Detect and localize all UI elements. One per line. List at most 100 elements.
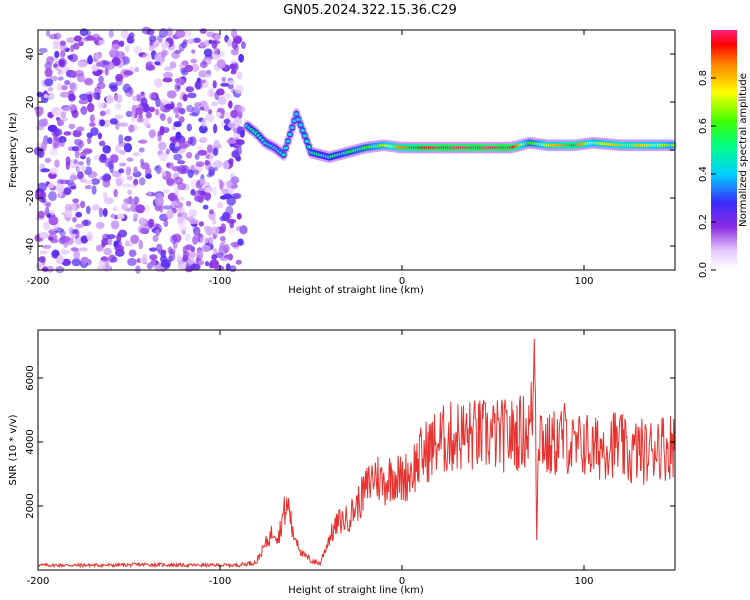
- frequency-ridge: [243, 108, 677, 164]
- noise-speckle: [187, 92, 197, 99]
- noise-speckle: [60, 117, 68, 122]
- noise-speckle: [222, 93, 231, 100]
- noise-speckle: [90, 127, 99, 136]
- noise-speckle: [183, 30, 192, 38]
- noise-speckle: [204, 186, 214, 193]
- noise-speckle: [60, 85, 68, 91]
- noise-speckle: [71, 232, 76, 239]
- noise-speckle: [127, 258, 137, 266]
- noise-speckle: [80, 200, 86, 209]
- noise-speckle: [60, 111, 67, 119]
- noise-speckle: [44, 67, 53, 78]
- noise-speckle: [161, 171, 167, 177]
- ridge-core: [298, 123, 303, 127]
- noise-speckle: [71, 109, 79, 119]
- noise-speckle: [39, 231, 49, 239]
- noise-speckle: [191, 49, 196, 54]
- noise-speckle: [238, 53, 245, 63]
- noise-speckle: [162, 77, 173, 83]
- noise-speckle: [138, 239, 144, 250]
- noise-speckle: [73, 35, 82, 42]
- noise-speckle: [37, 210, 45, 219]
- noise-speckle: [154, 196, 164, 207]
- noise-speckle: [49, 226, 59, 232]
- noise-speckle: [138, 147, 145, 153]
- noise-speckle: [68, 93, 76, 102]
- noise-speckle: [162, 188, 170, 194]
- noise-speckle: [133, 213, 139, 220]
- y-tick-label: 0: [25, 147, 36, 153]
- noise-speckle: [215, 112, 222, 117]
- noise-speckle: [185, 86, 195, 93]
- noise-speckle: [202, 73, 212, 78]
- noise-speckle: [176, 102, 183, 109]
- noise-speckle: [75, 223, 84, 229]
- noise-speckle: [230, 48, 239, 56]
- noise-speckle: [118, 40, 125, 47]
- noise-speckle: [58, 76, 64, 81]
- noise-speckle: [169, 197, 180, 203]
- noise-speckle: [39, 191, 47, 199]
- noise-speckle: [178, 116, 185, 123]
- noise-speckle: [154, 78, 163, 88]
- noise-speckle: [76, 126, 85, 132]
- ridge-core: [302, 134, 307, 138]
- noise-speckle: [188, 250, 196, 259]
- noise-speckle: [220, 82, 230, 87]
- snr-series-line: [37, 338, 676, 569]
- noise-speckle: [80, 151, 88, 156]
- noise-speckle: [118, 168, 125, 174]
- noise-speckle: [174, 49, 182, 54]
- noise-speckle: [96, 61, 103, 67]
- noise-speckle: [68, 123, 76, 130]
- noise-speckle: [228, 158, 234, 165]
- noise-speckle: [212, 160, 223, 169]
- noise-speckle: [43, 93, 49, 99]
- noise-speckle: [42, 244, 52, 249]
- noise-speckle: [204, 113, 215, 123]
- noise-speckle: [54, 159, 60, 168]
- noise-speckle: [94, 39, 99, 45]
- noise-speckle: [185, 200, 192, 207]
- noise-speckle: [44, 207, 50, 217]
- noise-speckle: [147, 190, 152, 197]
- noise-speckle: [145, 111, 152, 119]
- noise-speckle: [47, 86, 54, 92]
- noise-speckle: [110, 43, 120, 50]
- noise-speckle: [50, 209, 56, 216]
- noise-speckle: [60, 249, 70, 255]
- noise-speckle: [179, 196, 185, 201]
- colorbar-tick-label: 0.8: [698, 70, 709, 86]
- noise-speckle: [194, 101, 202, 108]
- noise-speckle: [237, 238, 244, 246]
- noise-speckle: [84, 77, 94, 86]
- noise-speckle: [87, 136, 92, 145]
- noise-speckle: [58, 187, 63, 198]
- colorbar-gradient: [711, 30, 737, 270]
- noise-speckle: [159, 213, 169, 222]
- noise-speckle: [174, 82, 181, 92]
- noise-speckle: [169, 61, 177, 69]
- noise-speckle: [228, 228, 235, 236]
- noise-speckle: [112, 206, 118, 212]
- noise-speckle: [77, 61, 87, 68]
- noise-speckle: [52, 250, 60, 257]
- noise-speckle: [80, 235, 89, 244]
- noise-speckle: [117, 213, 125, 220]
- noise-speckle: [84, 179, 93, 185]
- noise-speckle: [227, 253, 234, 261]
- noise-speckle: [88, 122, 96, 127]
- noise-speckle: [170, 234, 178, 244]
- colorbar-tick-label: 0.4: [698, 166, 709, 182]
- noise-speckle: [122, 83, 131, 93]
- noise-speckle: [193, 169, 200, 176]
- noise-speckle: [155, 97, 161, 108]
- noise-speckle: [227, 122, 236, 128]
- noise-speckle: [213, 47, 220, 55]
- noise-speckle: [118, 134, 124, 144]
- noise-speckle: [230, 176, 240, 184]
- noise-speckle: [109, 118, 118, 125]
- noise-speckle: [73, 250, 81, 260]
- noise-speckle: [142, 253, 148, 262]
- noise-speckle: [191, 63, 200, 72]
